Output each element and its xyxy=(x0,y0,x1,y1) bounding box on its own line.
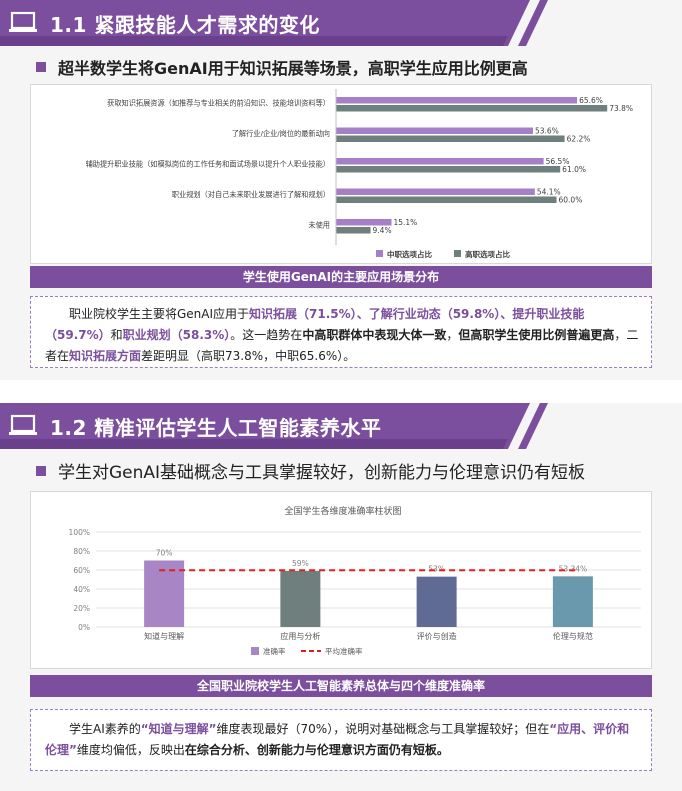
section-2-title: 1.2 精准评估学生人工智能素养水平 xyxy=(50,416,382,440)
note-text: 学生AI素养的 xyxy=(69,722,141,736)
y-tick-label: 60% xyxy=(73,566,90,575)
section-2-note: 学生AI素养的“知道与理解”维度表现最好（70%），说明对基础概念与工具掌握较好… xyxy=(30,709,652,771)
data-label: 56.5% xyxy=(546,157,570,166)
legend-label: 平均准确率 xyxy=(325,646,363,656)
data-label: 9.4% xyxy=(373,226,392,235)
legend-label: 准确率 xyxy=(263,646,286,656)
note-text: 维度表现最好（70%），说明对基础概念与工具掌握较好；但在 xyxy=(216,722,550,736)
data-label: 54.1% xyxy=(537,188,561,197)
note-highlight: 提升职业技能（59.7%） xyxy=(45,307,585,342)
section-2-caption: 全国职业院校学生人工智能素养总体与四个维度准确率 xyxy=(30,675,652,697)
note-text: 差距明显（高职73.8%，中职65.6%）。 xyxy=(141,349,356,363)
note-bold: 中高职群体中表现大体一致 xyxy=(302,328,447,342)
scenario-chart-svg: 获取知识拓展资源（如推荐与专业相关的前沿知识、技能培训资料等） 65.6% 73.8… xyxy=(86,89,633,259)
bar xyxy=(336,166,561,173)
section-2-subheading-text: 学生对GenAI基础概念与工具掌握较好，创新能力与伦理意识仍有短板 xyxy=(58,463,586,483)
bar xyxy=(336,97,578,104)
note-text: 、 xyxy=(356,307,369,321)
category-label: 未使用 xyxy=(308,221,330,230)
bar xyxy=(416,576,457,627)
bar xyxy=(552,576,593,627)
category-label: 职业规划（对自己未来职业发展进行了解和规划） xyxy=(172,190,330,199)
data-label: 53.6% xyxy=(535,127,559,136)
section-1-subheading: 超半数学生将GenAI用于知识拓展等场景，高职学生应用比例更高 xyxy=(36,55,528,79)
legend-swatch xyxy=(251,647,259,655)
section-1-caption: 学生使用GenAI的主要应用场景分布 xyxy=(30,266,652,288)
category-label: 获取知识拓展资源（如推荐与专业相关的前沿知识、技能培训资料等） xyxy=(107,99,330,108)
y-tick-label: 100% xyxy=(69,528,90,537)
note-text: ，二者在 xyxy=(45,328,639,363)
category-label: 辅助提升职业技能（如模拟岗位的工作任务和面试场景以提升个人职业技能） xyxy=(86,160,330,169)
note-text: 、 xyxy=(500,307,513,321)
section-1-title: 1.1 紧跟技能人才需求的变化 xyxy=(50,13,320,37)
data-label: 53% xyxy=(428,565,445,574)
data-label: 60.0% xyxy=(559,196,583,205)
note-bold: 但高职学生使用比例普遍更高 xyxy=(458,328,615,342)
bar xyxy=(336,135,565,142)
banner-background xyxy=(0,0,548,46)
data-label: 61.0% xyxy=(562,165,586,174)
y-tick-label: 0% xyxy=(78,623,90,632)
note-text: 职业院校学生主要将GenAI应用于 xyxy=(69,307,250,321)
bar xyxy=(336,196,557,203)
x-tick-label: 知道与理解 xyxy=(144,631,184,641)
note-highlight: 知识拓展（71.5%） xyxy=(249,307,357,321)
y-tick-label: 80% xyxy=(73,547,90,556)
data-label: 65.6% xyxy=(579,96,603,105)
accuracy-chart: 全国学生各维度准确率柱状图 0% 20% 40% 60% 80% 100% 70% 知道与理解 5… xyxy=(30,491,652,669)
bar xyxy=(144,560,185,627)
section-1-banner: 1.1 紧跟技能人才需求的变化 xyxy=(0,0,682,46)
accuracy-chart-svg: 全国学生各维度准确率柱状图 0% 20% 40% 60% 80% 100% 70% 知道与理解 5… xyxy=(69,505,641,656)
note-highlight: 职业规划（58.3%） xyxy=(122,328,231,342)
y-tick-label: 20% xyxy=(73,604,90,613)
section-2-panel: 1.2 精准评估学生人工智能素养水平 学生对GenAI基础概念与工具掌握较好，创… xyxy=(0,403,682,791)
legend-label: 高职选项占比 xyxy=(465,249,510,259)
note-text: ， xyxy=(446,328,459,342)
data-label: 73.8% xyxy=(609,104,633,113)
bullet-square-icon xyxy=(36,466,46,476)
legend-swatch xyxy=(454,250,461,257)
section-1-panel: 1.1 紧跟技能人才需求的变化 超半数学生将GenAI用于知识拓展等场景，高职学… xyxy=(0,0,682,380)
laptop-icon xyxy=(9,11,37,32)
bar xyxy=(336,105,608,112)
chart-title: 全国学生各维度准确率柱状图 xyxy=(284,505,401,517)
note-highlight: “知道与理解” xyxy=(140,722,217,736)
note-text: 维度均偏低，反映出 xyxy=(76,743,185,757)
legend-label: 中职选项占比 xyxy=(387,249,432,259)
data-label: 59% xyxy=(292,559,309,568)
bar xyxy=(336,219,392,226)
note-highlight: 了解行业动态（59.8%） xyxy=(368,307,501,321)
bar xyxy=(336,188,535,195)
note-highlight: “应用、评价和伦理” xyxy=(45,722,630,757)
legend-swatch xyxy=(376,250,383,257)
laptop-icon xyxy=(9,414,37,435)
category-label: 了解行业/企业/岗位的最新动向 xyxy=(232,129,330,138)
data-label: 53.34% xyxy=(559,564,588,573)
note-text: 。这一趋势在 xyxy=(230,328,303,342)
x-tick-label: 应用与分析 xyxy=(280,631,320,641)
bar xyxy=(336,227,371,234)
note-text: 和 xyxy=(110,328,123,342)
y-tick-label: 40% xyxy=(73,585,90,594)
section-2-banner: 1.2 精准评估学生人工智能素养水平 xyxy=(0,403,682,449)
banner-background xyxy=(0,403,548,449)
x-tick-label: 评价与创造 xyxy=(417,631,457,641)
note-bold: 在综合分析、创新能力与伦理意识方面仍有短板。 xyxy=(184,743,449,757)
section-1-subheading-text: 超半数学生将GenAI用于知识拓展等场景，高职学生应用比例更高 xyxy=(58,59,528,78)
data-label: 15.1% xyxy=(393,218,417,227)
bullet-square-icon xyxy=(36,62,46,72)
x-tick-label: 伦理与规范 xyxy=(553,631,593,641)
note-highlight: 知识拓展方面 xyxy=(69,349,142,363)
section-2-subheading: 学生对GenAI基础概念与工具掌握较好，创新能力与伦理意识仍有短板 xyxy=(36,458,585,483)
bar xyxy=(280,570,321,627)
data-label: 70% xyxy=(156,549,173,558)
section-1-note: 职业院校学生主要将GenAI应用于知识拓展（71.5%）、了解行业动态（59.8… xyxy=(30,296,652,368)
bar xyxy=(336,127,533,134)
scenario-chart: 获取知识拓展资源（如推荐与专业相关的前沿知识、技能培训资料等） 65.6% 73.8… xyxy=(30,84,652,264)
data-label: 62.2% xyxy=(567,135,591,144)
bar xyxy=(336,158,544,165)
